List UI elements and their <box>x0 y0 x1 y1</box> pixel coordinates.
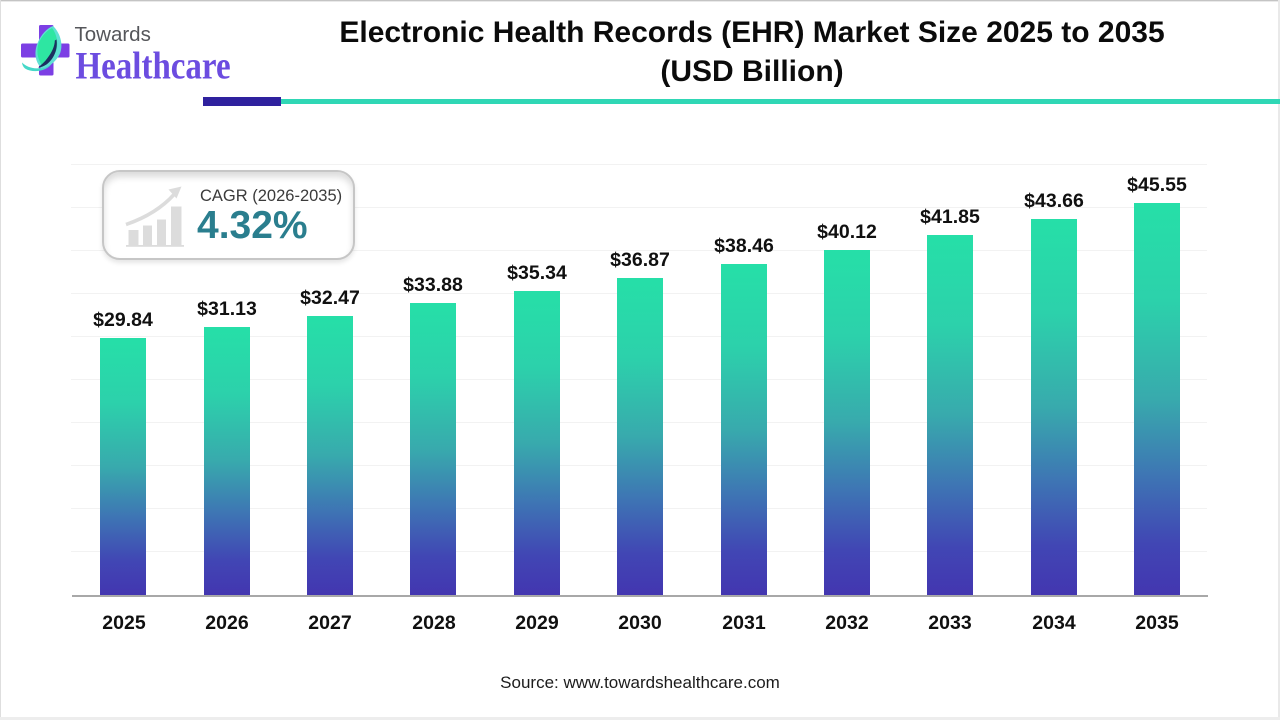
svg-text:Healthcare: Healthcare <box>76 44 231 87</box>
svg-text:Towards: Towards <box>75 23 151 46</box>
